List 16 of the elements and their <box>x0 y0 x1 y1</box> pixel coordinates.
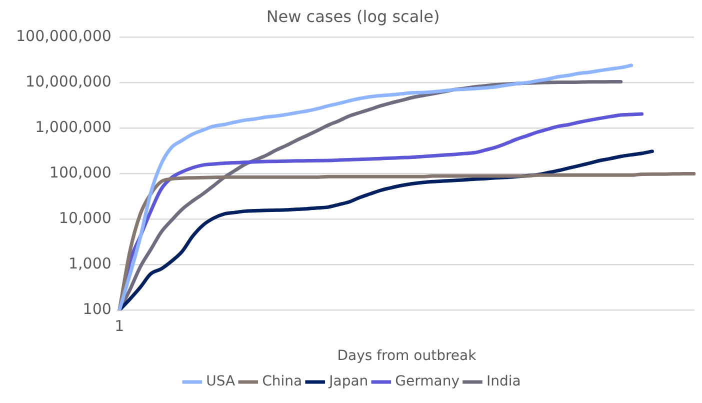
y-tick-label: 1,000,000 <box>35 118 112 136</box>
line-series <box>118 172 696 310</box>
y-tick-label: 100 <box>82 300 112 318</box>
legend-label: China <box>262 374 302 390</box>
y-tick-label: 10,000 <box>58 209 112 228</box>
x-tick-label: 1 <box>114 317 124 336</box>
chart-title: New cases (log scale) <box>266 6 440 26</box>
y-tick-label: 10,000,000 <box>26 72 112 91</box>
legend-label: India <box>486 374 521 390</box>
legend-label: Japan <box>328 374 368 390</box>
y-tick-label: 1,000 <box>68 254 112 273</box>
legend-label: Germany <box>395 374 460 390</box>
y-tick-label: 100,000 <box>49 164 112 182</box>
y-tick-label: 100,000,000 <box>16 27 112 46</box>
legend-label: USA <box>206 374 236 390</box>
x-axis-title: Days from outbreak <box>337 348 478 364</box>
